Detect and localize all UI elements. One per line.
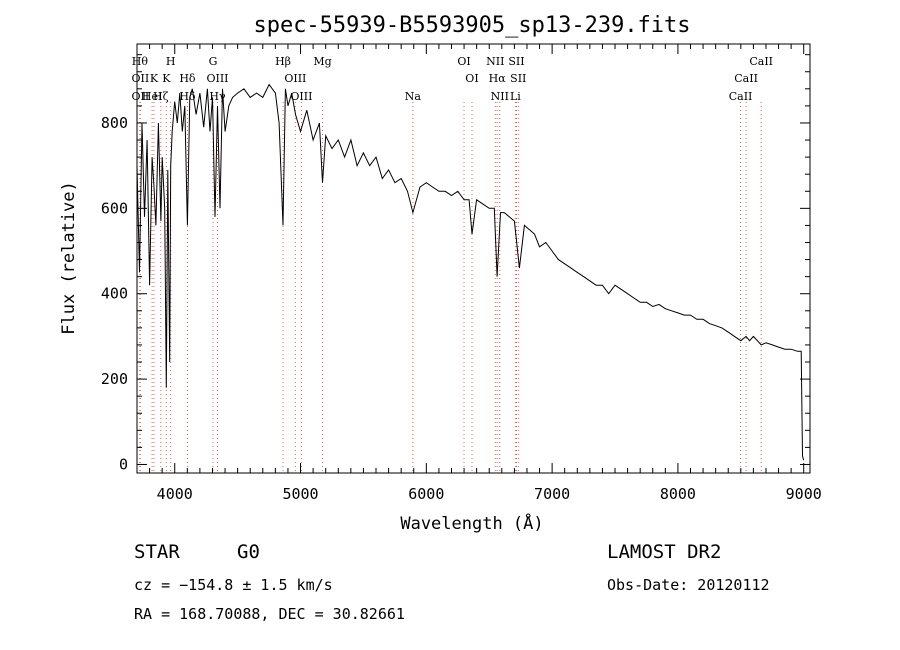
line-label: H <box>166 55 176 68</box>
line-label: Mg <box>313 55 331 68</box>
x-tick-label: 7000 <box>534 485 570 503</box>
x-tick-label: 5000 <box>282 485 318 503</box>
spectral-line-labels: HθOIIOIIHeIKHζKHHδHδGOIIIHγHβOIIIOIIIMgN… <box>132 55 773 103</box>
y-tick-label: 800 <box>101 114 128 132</box>
line-label: OIII <box>290 90 312 103</box>
object-type: STAR <box>134 541 180 563</box>
line-label: Hβ <box>275 55 291 68</box>
line-label: OIII <box>284 72 306 85</box>
line-label: CaII <box>734 72 758 85</box>
x-axis-label: Wavelength (Å) <box>400 512 543 534</box>
line-label: Na <box>405 90 422 103</box>
line-label: Hδ <box>179 90 196 103</box>
x-axis-ticks: 4000 5000 6000 7000 8000 9000 <box>136 44 822 503</box>
x-tick-label: 8000 <box>660 485 696 503</box>
line-label: OII <box>132 72 150 85</box>
y-axis-label: Flux (relative) <box>59 181 79 335</box>
y-tick-label: 200 <box>101 370 128 388</box>
line-label: CaII <box>749 55 773 68</box>
line-label: Hα <box>489 72 507 85</box>
line-label: SII <box>508 55 524 68</box>
line-label: OII <box>132 90 150 103</box>
spectrum-line <box>136 83 805 461</box>
y-tick-label: 0 <box>119 455 128 473</box>
x-tick-label: 6000 <box>408 485 444 503</box>
spectral-subclass: G0 <box>237 541 260 563</box>
line-label: OI <box>457 55 470 68</box>
line-label: Hζ <box>153 90 169 103</box>
line-label: K <box>162 72 171 85</box>
line-label: Hθ <box>132 55 149 68</box>
line-label: OIII <box>206 72 228 85</box>
line-label: Li <box>510 90 521 103</box>
redshift-cz: cz = −154.8 ± 1.5 km/s <box>134 576 333 594</box>
line-label: SII <box>510 72 526 85</box>
x-tick-label: 4000 <box>157 485 193 503</box>
x-tick-label: 9000 <box>786 485 822 503</box>
chart-title: spec-55939-B5593905_sp13-239.fits <box>253 13 690 38</box>
plot-frame <box>136 43 811 474</box>
survey-name: LAMOST DR2 <box>607 541 722 563</box>
line-label: OI <box>465 72 478 85</box>
coordinates: RA = 168.70088, DEC = 30.82661 <box>134 605 405 623</box>
obs-date: Obs-Date: 20120112 <box>607 576 770 594</box>
y-tick-label: 400 <box>101 285 128 303</box>
line-label: NII <box>491 90 509 103</box>
line-label: Hδ <box>179 72 196 85</box>
line-label: NII <box>486 55 504 68</box>
line-label: HeI <box>142 90 162 103</box>
line-label: CaII <box>729 90 753 103</box>
y-tick-label: 600 <box>101 199 128 217</box>
y-axis-ticks: 0 200 400 600 800 <box>101 54 810 473</box>
line-label: G <box>209 55 218 68</box>
spectral-line-markers <box>139 102 762 473</box>
line-label: K <box>150 72 159 85</box>
